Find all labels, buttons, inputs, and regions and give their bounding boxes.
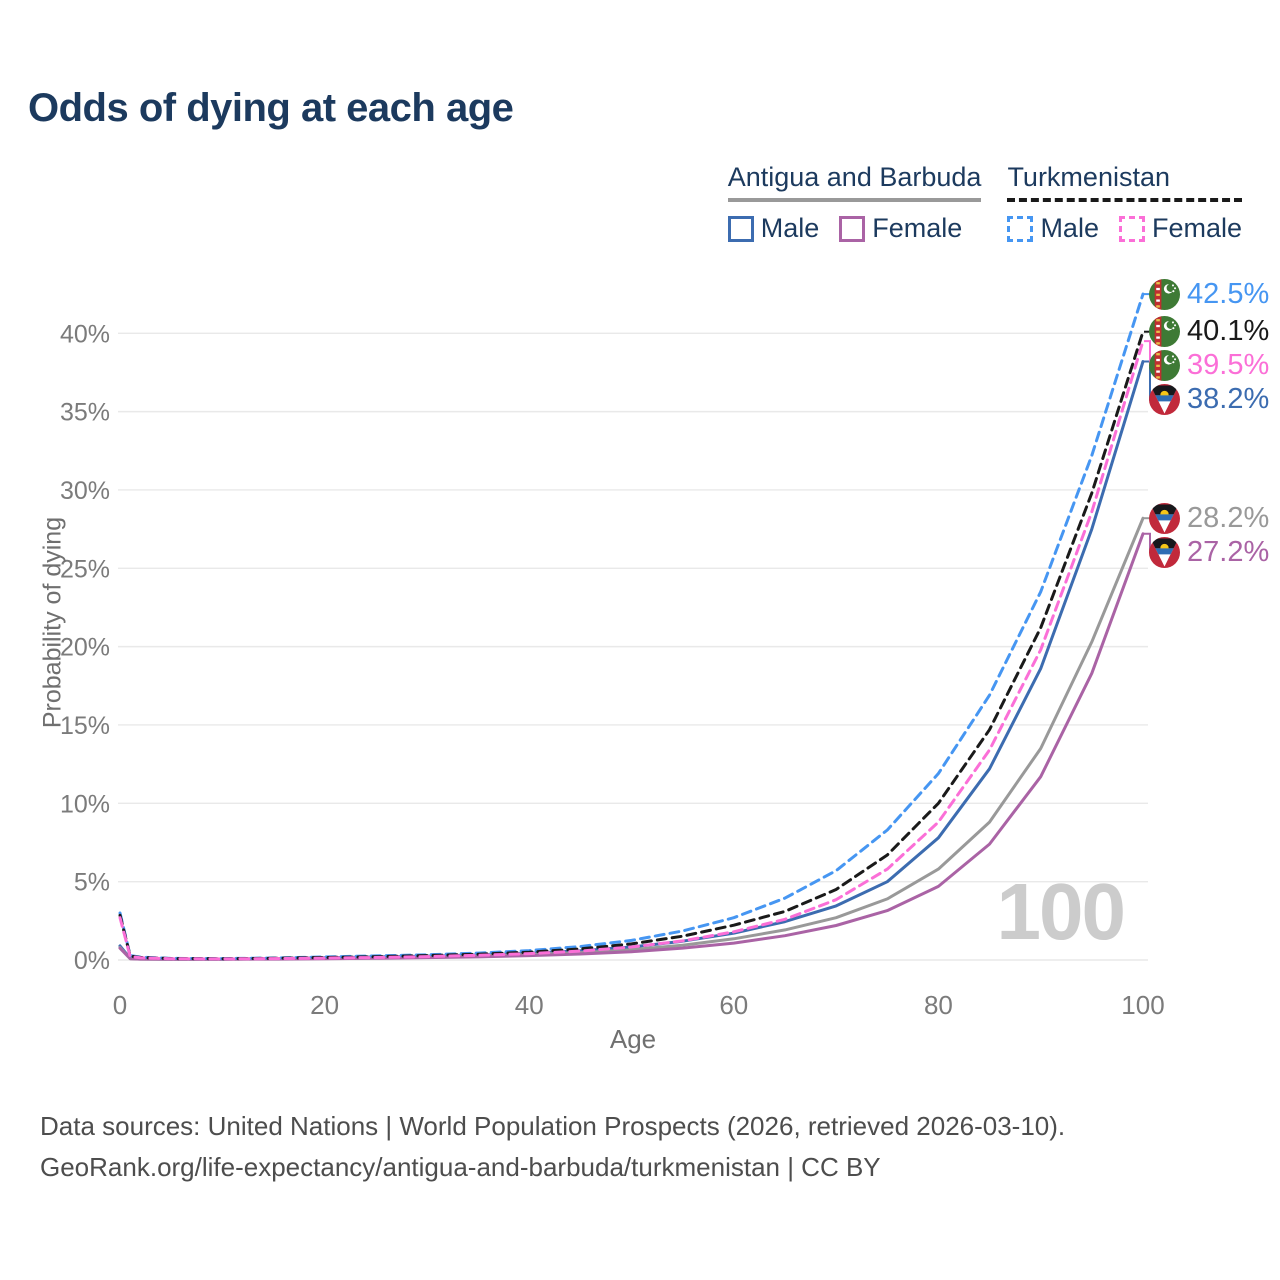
legend-country-antigua-and-barbuda: Antigua and Barbuda — [727, 162, 982, 202]
end-label-value: 39.5% — [1187, 349, 1270, 382]
antigua-and-barbuda-flag-icon — [1149, 384, 1180, 416]
line-swatch-icon — [839, 215, 866, 242]
x-axis-tick-label: 20 — [310, 990, 339, 1020]
legend-item-antigua-female[interactable]: Female — [839, 213, 962, 244]
legend-item-label: Female — [872, 213, 963, 243]
y-axis-tick-label: 35% — [60, 399, 110, 427]
turkmenistan-flag-icon — [1149, 278, 1180, 310]
y-axis-tick-label: 20% — [60, 634, 110, 662]
legend-country-turkmenistan: Turkmenistan — [1007, 162, 1242, 202]
line-swatch-icon — [1118, 215, 1145, 242]
end-label-value: 40.1% — [1187, 315, 1270, 348]
series-line-antigua-and-barbuda-male — [118, 360, 1145, 961]
x-axis-tick-label: 0 — [113, 990, 127, 1020]
legend-item-antigua-male[interactable]: Male — [727, 213, 820, 244]
end-label-value: 38.2% — [1187, 383, 1270, 416]
end-label-value: 28.2% — [1187, 501, 1270, 534]
antigua-and-barbuda-flag-icon — [1149, 536, 1180, 568]
legend-group-turkmenistan: Turkmenistan Male Female — [1007, 162, 1242, 244]
antigua-and-barbuda-flag-icon — [1149, 502, 1180, 534]
end-label-turkmenistan-female: 39.5% — [1149, 349, 1269, 383]
attribution-line: GeoRank.org/life-expectancy/antigua-and-… — [40, 1152, 881, 1182]
y-axis-tick-label: 15% — [60, 712, 110, 740]
end-label-value: 42.5% — [1187, 277, 1270, 310]
page-title: Odds of dying at each age — [28, 86, 514, 130]
end-label-turkmenistan-male: 42.5% — [1149, 277, 1269, 311]
x-axis-tick-label: 60 — [719, 990, 748, 1020]
end-label-value: 27.2% — [1187, 535, 1270, 568]
turkmenistan-flag-icon — [1149, 316, 1180, 348]
series-line-turkmenistan-female — [118, 339, 1145, 961]
legend-item-label: Female — [1151, 213, 1242, 243]
x-axis-title: Age — [609, 1024, 657, 1054]
end-label-antigua-and-barbuda: 28.2% — [1149, 501, 1269, 535]
end-label-turkmenistan: 40.1% — [1149, 315, 1269, 349]
legend-item-turkmenistan-male[interactable]: Male — [1007, 213, 1099, 244]
turkmenistan-flag-icon — [1149, 350, 1180, 382]
legend-item-label: Male — [760, 213, 820, 243]
y-axis-tick-label: 30% — [60, 477, 110, 505]
line-swatch-icon — [727, 215, 754, 242]
x-axis-tick-label: 40 — [515, 990, 544, 1020]
data-source-line: Data sources: United Nations | World Pop… — [40, 1111, 1066, 1141]
line-swatch-icon — [1007, 215, 1034, 242]
y-axis-tick-label: 25% — [60, 555, 110, 583]
legend-item-label: Male — [1040, 213, 1099, 243]
y-axis-title: Probability of dying — [38, 516, 67, 729]
end-label-antigua-and-barbuda-male: 38.2% — [1149, 383, 1269, 417]
y-axis-tick-label: 5% — [74, 869, 110, 897]
legend-entries-antigua-and-barbuda: Male Female — [727, 213, 982, 244]
series-line-turkmenistan — [118, 330, 1145, 961]
chart-legend: Antigua and Barbuda Male Female Turkmeni… — [727, 162, 1242, 244]
end-label-antigua-and-barbuda-female: 27.2% — [1149, 535, 1269, 569]
y-axis-tick-label: 10% — [60, 790, 110, 818]
series-line-antigua-and-barbuda — [118, 516, 1145, 961]
x-axis-tick-label: 100 — [1121, 990, 1164, 1020]
x-axis-tick-label: 80 — [924, 990, 953, 1020]
age-counter-watermark: 100 — [996, 867, 1126, 956]
legend-group-antigua-and-barbuda: Antigua and Barbuda Male Female — [727, 162, 982, 244]
y-axis-tick-label: 40% — [60, 320, 110, 348]
series-line-turkmenistan-male — [118, 292, 1145, 961]
legend-item-turkmenistan-female[interactable]: Female — [1118, 213, 1242, 244]
data-source-footer: Data sources: United Nations | World Pop… — [40, 1106, 1065, 1188]
y-axis-tick-label: 0% — [74, 947, 110, 975]
legend-entries-turkmenistan: Male Female — [1007, 213, 1242, 244]
series-line-antigua-and-barbuda-female — [118, 532, 1145, 961]
